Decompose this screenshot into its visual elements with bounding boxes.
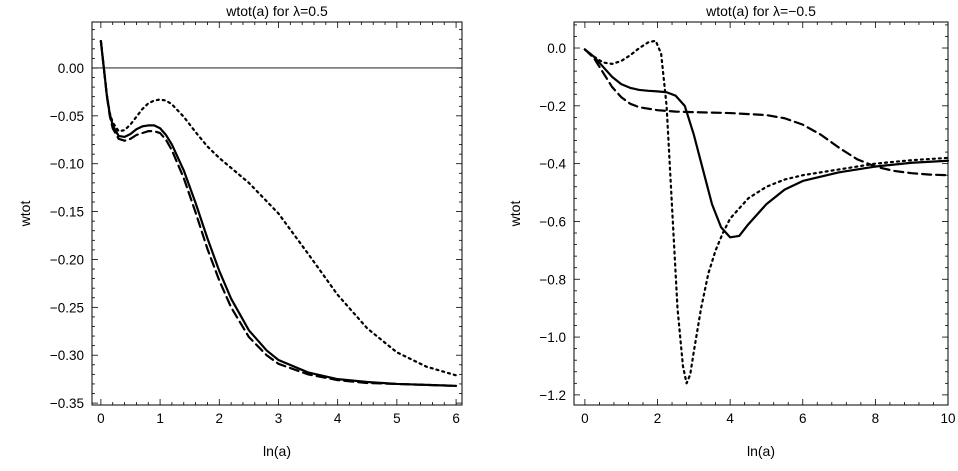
x-tick-label: 8	[872, 411, 880, 426]
chart-panel-right: wtot(a) for λ=−0.5 0 2 4 6 8 10 0.0 −0.2 −0.4 −0.6…	[507, 3, 956, 459]
x-tick-label: 0	[581, 411, 589, 426]
y-tick-label: −0.15	[50, 205, 84, 220]
x-tick-label: 6	[452, 411, 460, 426]
chart-panel-left: wtot(a) for λ=0.5 0 1 2 3 4 5 6 0.00 −0.05 −0.10 −0…	[17, 3, 463, 459]
x-tick-label: 10	[940, 411, 955, 426]
y-tick-label: −0.6	[539, 214, 566, 229]
series-line-dotted	[99, 40, 458, 377]
y-tick-label: −0.2	[539, 99, 566, 114]
x-tick-label: 5	[393, 411, 401, 426]
x-tick-label: 0	[97, 411, 105, 426]
series-line-dotted	[583, 39, 950, 385]
y-tick-label: −0.10	[50, 157, 84, 172]
x-axis-label: ln(a)	[747, 443, 775, 459]
x-tick-label: 4	[334, 411, 342, 426]
series-line-dashed	[99, 40, 458, 387]
y-tick-label: −0.30	[50, 348, 84, 363]
x-axis-label: ln(a)	[263, 443, 291, 459]
series-line-solid	[99, 40, 458, 387]
plot-frame	[91, 21, 463, 406]
x-tick-label: 1	[156, 411, 164, 426]
y-tick-label: −1.0	[539, 330, 566, 345]
y-tick-label: −0.35	[50, 396, 84, 411]
x-tick-label: 4	[726, 411, 734, 426]
y-tick-label: 0.0	[547, 41, 566, 56]
y-tick-label: −0.20	[50, 252, 84, 267]
x-tick-label: 2	[216, 411, 224, 426]
series-line-solid	[583, 48, 950, 239]
x-tick-label: 2	[654, 411, 662, 426]
series-line-dashed	[583, 48, 950, 177]
y-axis-label: wtot	[17, 201, 33, 228]
y-tick-label: −0.05	[50, 109, 84, 124]
y-tick-label: 0.00	[58, 61, 84, 76]
y-tick-label: −0.8	[539, 272, 566, 287]
chart-title: wtot(a) for λ=0.5	[225, 3, 328, 19]
y-tick-label: −1.2	[539, 388, 566, 403]
x-tick-label: 6	[799, 411, 807, 426]
y-axis-label: wtot	[507, 201, 523, 228]
x-tick-label: 3	[275, 411, 283, 426]
plot-frame	[573, 21, 949, 406]
y-tick-label: −0.4	[539, 157, 566, 172]
y-tick-label: −0.25	[50, 300, 84, 315]
chart-title: wtot(a) for λ=−0.5	[705, 3, 816, 19]
